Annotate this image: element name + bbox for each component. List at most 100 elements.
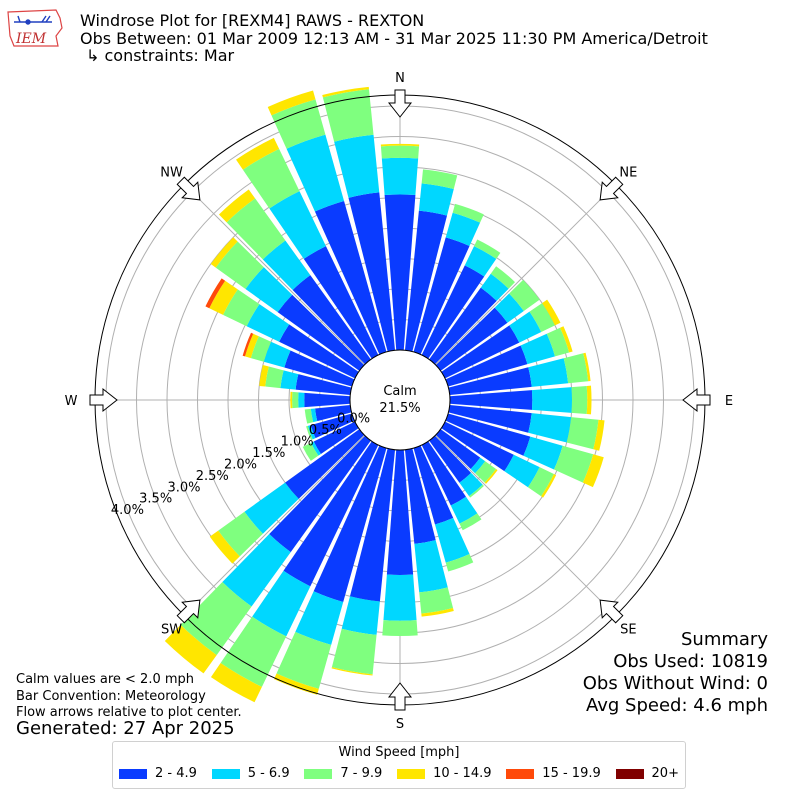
- radial-tick-label: 1.0%: [281, 435, 314, 450]
- wind-bar-segment: [283, 441, 379, 587]
- wind-bar-segment: [445, 553, 474, 572]
- wind-bar-segment: [310, 408, 318, 423]
- wind-bar-segment: [245, 267, 293, 313]
- legend-swatch: [304, 768, 333, 779]
- calm-value: 21.5%: [379, 401, 420, 416]
- wind-bar-segment: [273, 673, 319, 695]
- wind-bar-segment: [480, 273, 509, 301]
- wind-bar-segment: [523, 436, 563, 470]
- wind-bar-segment: [220, 616, 287, 687]
- wind-bar-segment: [259, 365, 269, 387]
- wind-bar-segment: [313, 421, 359, 454]
- legend-item: 15 - 19.9: [506, 766, 601, 781]
- wind-bar-segment: [244, 333, 259, 359]
- legend-label: 15 - 19.9: [542, 766, 601, 781]
- wind-bar-segment: [445, 212, 481, 247]
- wind-bar-segment: [382, 620, 418, 637]
- wind-bar-segment: [563, 353, 589, 384]
- radial-tick-label: 2.5%: [196, 469, 229, 484]
- wind-bar-segment: [313, 445, 387, 602]
- wind-bar-segment: [593, 419, 605, 451]
- radial-tick-label: 3.0%: [167, 480, 200, 495]
- wind-bar-segment: [381, 157, 419, 196]
- legend-title: Wind Speed [mph]: [338, 745, 460, 760]
- wind-bar-segment: [560, 326, 573, 353]
- wind-bar-segment: [277, 294, 365, 371]
- summary-title: Summary: [681, 629, 768, 650]
- wind-bar-segment: [210, 237, 238, 268]
- wind-bar-segment: [553, 445, 594, 483]
- wind-bar-segment: [475, 461, 497, 483]
- chart-overlay: Calm 21.5% 0.0%0.5%1.0%1.5%2.0%2.5%3.0%3.5…: [65, 71, 734, 732]
- wind-bar-segment: [421, 265, 485, 359]
- grid-spoke: [435, 435, 617, 617]
- wind-bar-segment: [429, 435, 472, 483]
- wind-bar-segment: [331, 628, 377, 675]
- wind-bar-segment: [267, 90, 316, 116]
- legend-item: 2 - 4.9: [119, 766, 197, 781]
- wind-bar-segment: [246, 304, 290, 342]
- wind-bar-segment: [469, 484, 484, 498]
- date-range: Obs Between: 01 Mar 2009 12:13 AM - 31 M…: [80, 29, 708, 48]
- wind-bar-segment: [310, 441, 321, 456]
- legend-item: 20+: [615, 766, 679, 781]
- radial-tick-label: 1.5%: [252, 446, 285, 461]
- wind-bar-segment: [546, 327, 570, 357]
- wind-bar-segment: [380, 143, 420, 147]
- wind-bar-segment: [210, 663, 262, 703]
- calm-label: Calm: [383, 384, 416, 399]
- radial-tick-label: 2.0%: [224, 457, 257, 472]
- wind-bar-segment: [310, 413, 355, 439]
- wind-bar-segment: [331, 667, 373, 676]
- wind-bar-segment: [236, 137, 280, 170]
- wind-bar-segment: [262, 240, 311, 290]
- wind-bar-segment: [434, 517, 470, 563]
- legend-swatch: [397, 768, 426, 779]
- wind-bar-segment: [445, 345, 528, 387]
- wind-bar-segment: [276, 631, 332, 689]
- wind-bar-segment: [419, 587, 454, 614]
- wind-bar-segment: [304, 392, 351, 408]
- wind-barb-icon: [14, 15, 52, 25]
- legend: Wind Speed [mph] 2 - 4.9 5 - 6.9 7 - 9.9 10…: [112, 741, 686, 789]
- wind-bar-segment: [582, 454, 604, 488]
- wind-bar-segment: [263, 341, 291, 368]
- wind-bar-segment: [269, 435, 371, 553]
- wind-bar-segment: [269, 191, 326, 259]
- legend-label: 10 - 14.9: [433, 766, 492, 781]
- wind-bar-segment: [470, 457, 486, 474]
- wind-bar-segment: [265, 366, 284, 389]
- wind-bar-segment: [484, 469, 498, 484]
- wind-bar-segment: [383, 574, 417, 621]
- radial-tick-label: 3.5%: [139, 492, 172, 507]
- wind-bar-segment: [441, 421, 514, 472]
- wind-bar-segment: [435, 429, 481, 470]
- wind-bar-segment: [307, 425, 316, 440]
- wind-bar-segment: [242, 148, 300, 209]
- wind-bar-segment: [528, 358, 569, 387]
- flow-arrow-icon: [599, 599, 624, 624]
- legend-swatch: [211, 768, 240, 779]
- wind-bar-segment: [252, 570, 311, 637]
- wind-bar-segment: [250, 336, 272, 362]
- generated-date: Generated: 27 Apr 2025: [16, 718, 235, 739]
- wind-bar-segment: [586, 385, 592, 415]
- flow-arrow-icon: [682, 387, 711, 413]
- wind-bar-segment: [303, 246, 379, 359]
- wind-bar-segment: [450, 496, 478, 524]
- wind-bar-segment: [566, 417, 599, 450]
- avg-speed: Avg Speed: 4.6 mph: [586, 695, 768, 716]
- wind-bar-segment: [509, 311, 542, 343]
- wind-bar-segment: [223, 289, 260, 327]
- wind-bar-segment: [421, 441, 466, 506]
- flow-arrow-icon: [89, 387, 118, 413]
- page-title: Windrose Plot for [REXM4] RAWS - REXTON: [80, 11, 425, 30]
- legend-swatch: [119, 768, 147, 779]
- wind-bar-segment: [295, 591, 344, 645]
- wind-bar-segment: [459, 513, 482, 531]
- wind-bar-segment: [435, 307, 508, 371]
- wind-bar-segment: [452, 203, 484, 223]
- wind-bar-segment: [209, 530, 240, 564]
- constraints: ↳ constraints: Mar: [86, 46, 235, 65]
